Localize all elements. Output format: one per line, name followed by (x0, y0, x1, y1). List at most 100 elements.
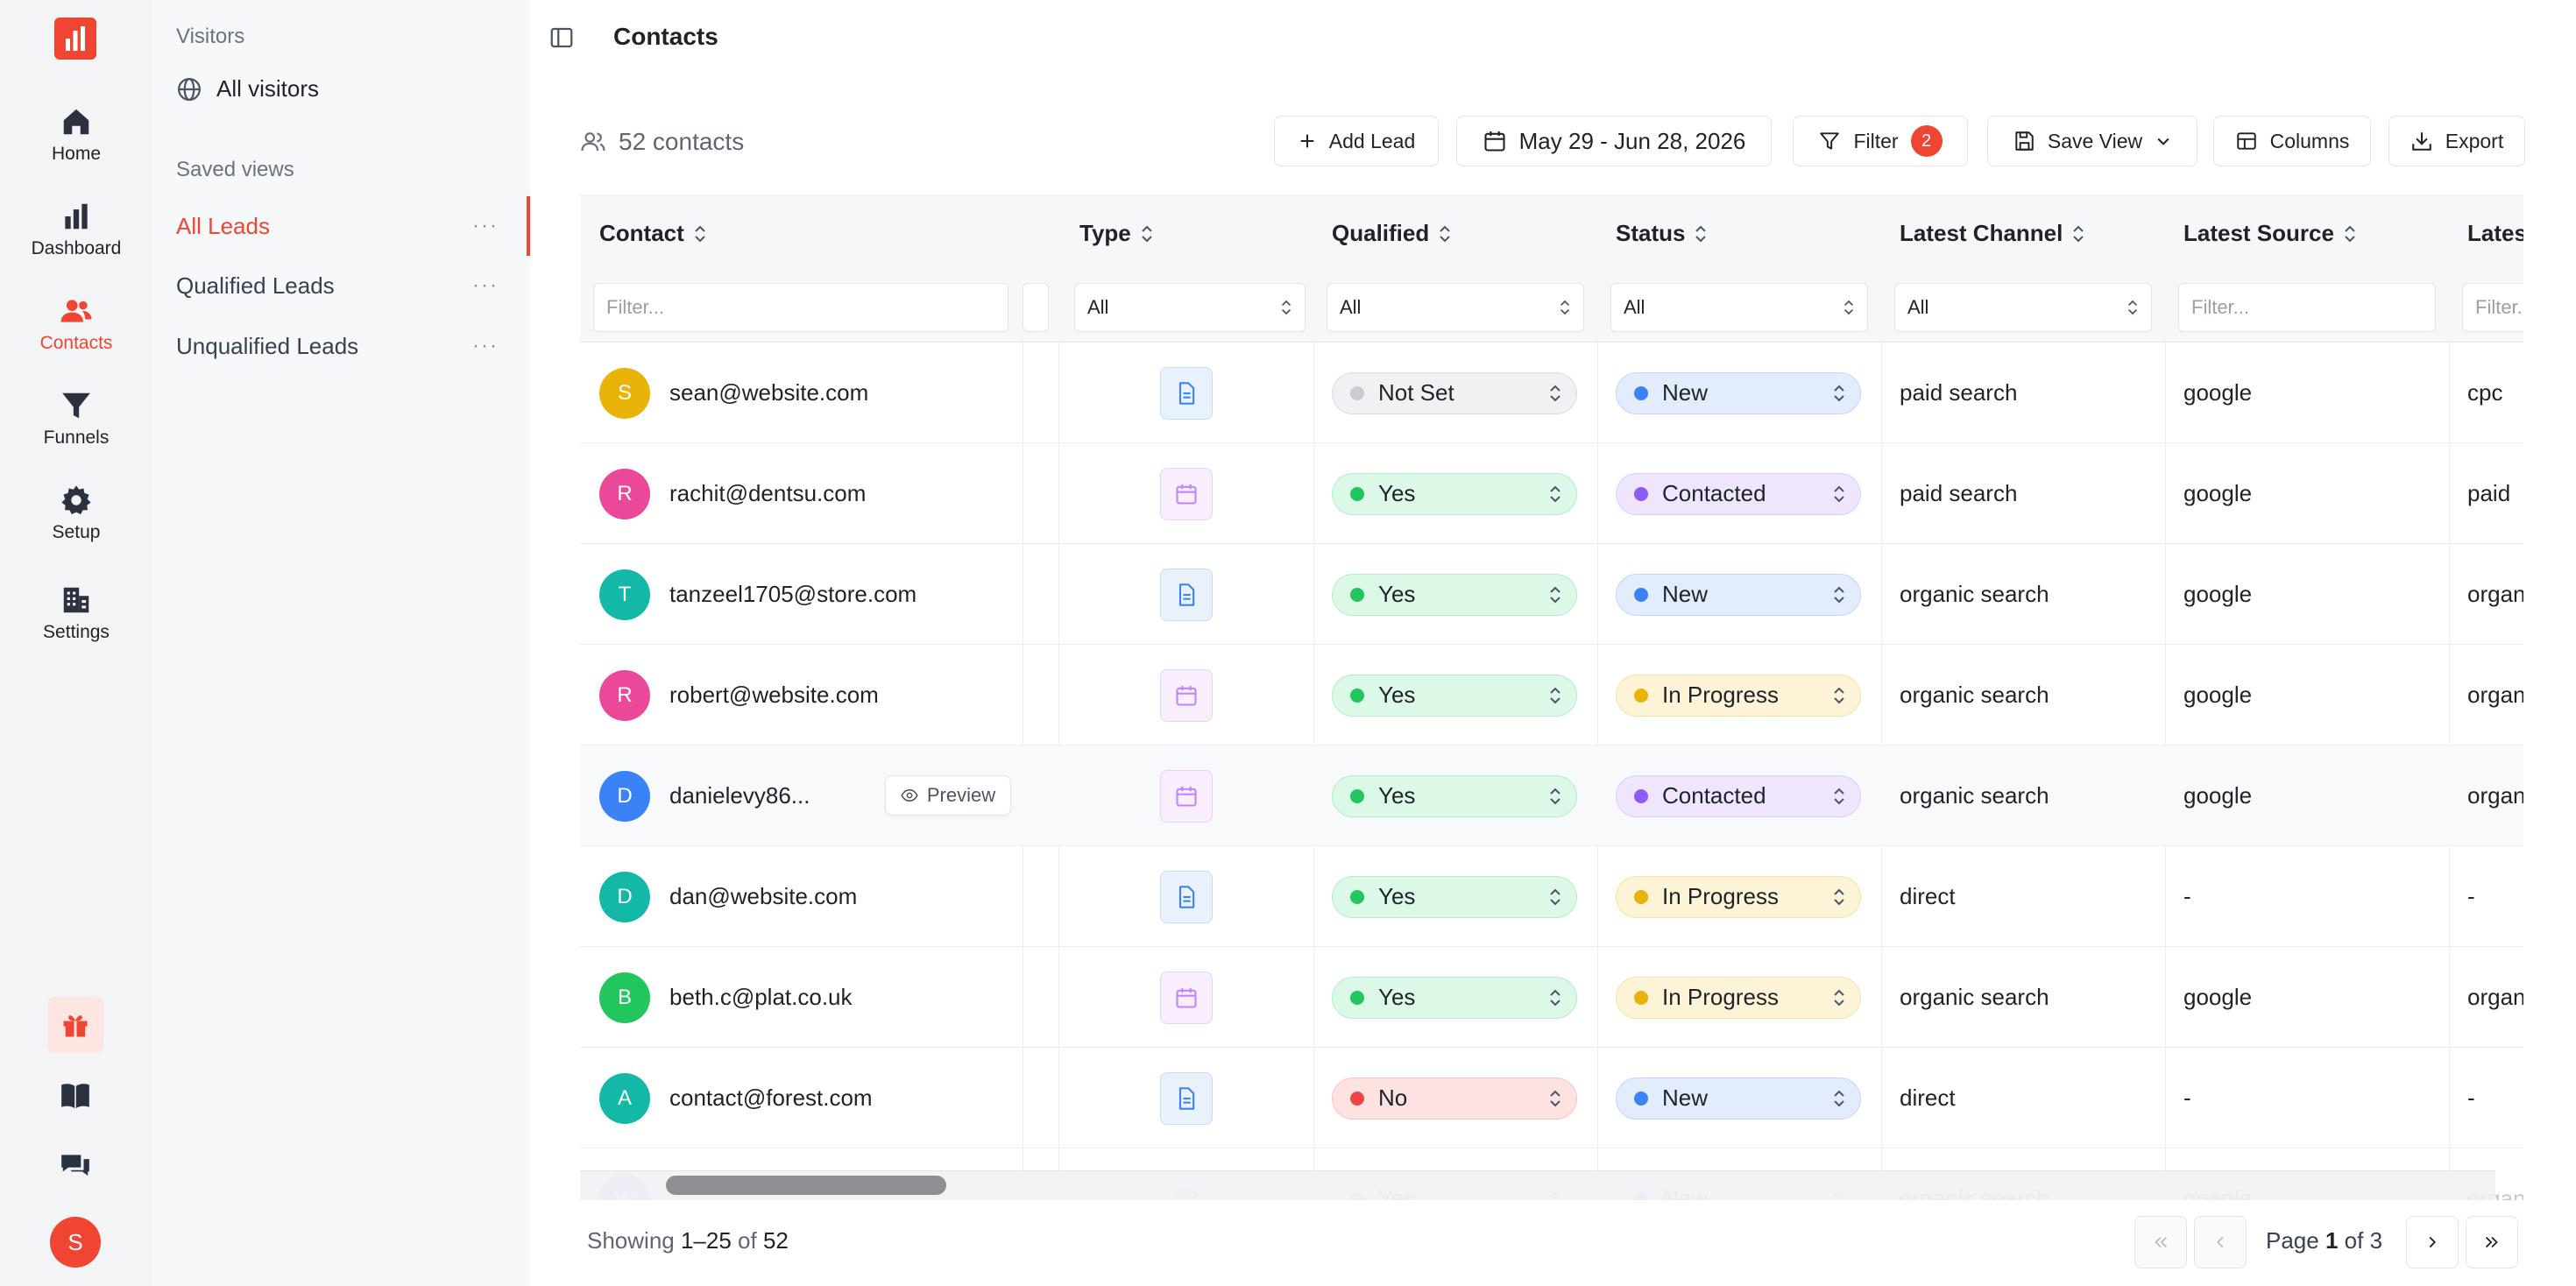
more-options-icon[interactable]: ··· (472, 214, 499, 237)
gift-button[interactable] (47, 997, 103, 1053)
col-header-contact[interactable]: Contact (599, 220, 707, 247)
channel-filter-select[interactable]: All (1894, 283, 2152, 332)
status-select[interactable]: New (1616, 1077, 1861, 1120)
qualified-select[interactable]: Not Set (1332, 371, 1577, 414)
preview-label: Preview (926, 784, 996, 806)
col-header-type[interactable]: Type (1079, 220, 1154, 247)
first-page-button[interactable] (2134, 1216, 2187, 1268)
calendar-icon (1484, 131, 1505, 152)
view-all-leads[interactable]: All Leads ··· (176, 204, 509, 248)
nav-settings[interactable]: Settings (0, 583, 152, 643)
contact-count-label: 52 contacts (619, 128, 745, 155)
status-select[interactable]: In Progress (1616, 674, 1861, 717)
hidden-column-filter-input[interactable] (1023, 283, 1049, 332)
contact-email[interactable]: danielevy86... (669, 782, 810, 809)
type-filter-select[interactable]: All (1074, 283, 1306, 332)
status-select[interactable]: New (1616, 371, 1861, 414)
qualified-filter-select[interactable]: All (1327, 283, 1584, 332)
col-header-latest-source[interactable]: Latest Source (2183, 220, 2357, 247)
save-view-button[interactable]: Save View (1987, 116, 2197, 166)
status-select[interactable]: In Progress (1616, 976, 1861, 1019)
col-header-status[interactable]: Status (1616, 220, 1708, 247)
showing-total: 52 (762, 1227, 789, 1254)
nav-contacts[interactable]: Contacts (0, 294, 152, 354)
calendar-booking-icon (1160, 971, 1213, 1024)
status-filter-select[interactable]: All (1610, 283, 1868, 332)
contact-email[interactable]: dan@website.com (669, 883, 858, 909)
status-select[interactable]: Contacted (1616, 774, 1861, 817)
more-options-icon[interactable]: ··· (472, 334, 499, 357)
status-dot-icon (1350, 788, 1364, 803)
status-cell: New (1616, 1048, 1861, 1148)
contact-email[interactable]: tanzeel1705@store.com (669, 581, 917, 607)
contact-email[interactable]: beth.c@plat.co.uk (669, 984, 853, 1010)
export-button[interactable]: Export (2388, 116, 2525, 166)
all-visitors-link[interactable]: All visitors (176, 75, 319, 102)
columns-button[interactable]: Columns (2213, 116, 2371, 166)
source-filter-input[interactable]: Filter... (2178, 283, 2436, 332)
qualified-select[interactable]: Yes (1332, 674, 1577, 717)
contact-email[interactable]: contact@forest.com (669, 1085, 873, 1111)
contact-email[interactable]: sean@website.com (669, 379, 869, 406)
book-icon[interactable] (59, 1079, 92, 1113)
nav-dashboard[interactable]: Dashboard (0, 200, 152, 259)
qualified-select[interactable]: Yes (1332, 875, 1577, 918)
date-range-picker[interactable]: May 29 - Jun 28, 2026 (1456, 116, 1772, 166)
preview-button[interactable]: Preview (885, 775, 1011, 816)
user-avatar[interactable]: S (50, 1217, 101, 1268)
col-header-qualified[interactable]: Qualified (1332, 220, 1452, 247)
sidebar-toggle-icon[interactable] (548, 25, 575, 51)
horizontal-scrollbar-thumb[interactable] (666, 1176, 946, 1195)
previous-page-button[interactable] (2194, 1216, 2247, 1268)
more-options-icon[interactable]: ··· (472, 273, 499, 297)
contact-email[interactable]: rachit@dentsu.com (669, 480, 867, 506)
chat-icon[interactable] (59, 1149, 92, 1183)
qualified-select[interactable]: Yes (1332, 774, 1577, 817)
nav-funnels[interactable]: Funnels (0, 389, 152, 449)
funnel-icon (62, 392, 90, 419)
contact-filter-input[interactable]: Filter... (593, 283, 1008, 332)
medium-filter-input[interactable]: Filter... (2462, 283, 2523, 332)
status-select[interactable]: Contacted (1616, 472, 1861, 515)
type-cell (1160, 544, 1213, 645)
qualified-select[interactable]: Yes (1332, 472, 1577, 515)
qualified-select[interactable]: Yes (1332, 976, 1577, 1019)
view-qualified-leads[interactable]: Qualified Leads ··· (176, 264, 509, 307)
filter-button[interactable]: Filter 2 (1793, 116, 1968, 166)
col-header-latest-medium[interactable]: Lates (2467, 220, 2523, 247)
status-select[interactable]: In Progress (1616, 875, 1861, 918)
col-header-latest-channel[interactable]: Latest Channel (1900, 220, 2085, 247)
app-logo-icon[interactable] (54, 18, 96, 60)
status-select[interactable]: New (1616, 573, 1861, 616)
last-page-button[interactable] (2466, 1216, 2518, 1268)
chevron-down-icon (2157, 138, 2169, 145)
qualified-select[interactable]: Yes (1332, 573, 1577, 616)
nav-setup[interactable]: Setup (0, 484, 152, 543)
contact-email[interactable]: robert@website.com (669, 682, 879, 708)
qualified-select[interactable]: No (1332, 1077, 1577, 1120)
view-label: Unqualified Leads (176, 332, 359, 359)
nav-home[interactable]: Home (0, 105, 152, 165)
view-unqualified-leads[interactable]: Unqualified Leads ··· (176, 324, 509, 368)
add-lead-button[interactable]: Add Lead (1274, 116, 1439, 166)
next-page-button[interactable] (2406, 1216, 2459, 1268)
status-value: New (1662, 1085, 1709, 1111)
status-value: New (1662, 581, 1709, 607)
avatar: R (599, 669, 650, 721)
